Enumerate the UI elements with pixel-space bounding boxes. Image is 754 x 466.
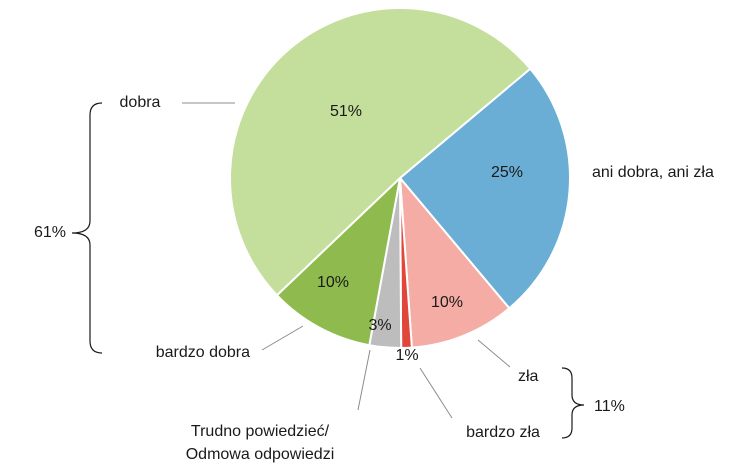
- value-label: 1%: [395, 347, 418, 364]
- leader-line: [261, 325, 304, 351]
- value-label: 25%: [491, 164, 523, 181]
- value-label: 51%: [330, 103, 362, 120]
- category-label: zła: [518, 368, 539, 385]
- pie-slice: [229, 7, 532, 297]
- category-label: ani dobra, ani zła: [592, 164, 714, 181]
- pie-slice: [398, 174, 511, 349]
- pie-slice: [398, 67, 571, 310]
- group-label: 11%: [594, 398, 625, 415]
- value-label: 10%: [431, 294, 463, 311]
- leader-line: [357, 349, 371, 411]
- leader-line: [419, 367, 453, 419]
- category-label: dobra: [120, 94, 161, 111]
- category-label: bardzo dobra: [156, 344, 250, 361]
- group-brace: [71, 102, 103, 354]
- category-label: bardzo zła: [466, 424, 540, 441]
- leader-line: [477, 339, 511, 368]
- category-label: Trudno powiedzieć/Odmowa odpowiedzi: [186, 423, 335, 463]
- value-label: 10%: [317, 274, 349, 291]
- pie-slice: [275, 175, 402, 347]
- group-label: 61%: [34, 224, 66, 241]
- group-brace: [561, 367, 585, 439]
- value-label: 3%: [368, 317, 391, 334]
